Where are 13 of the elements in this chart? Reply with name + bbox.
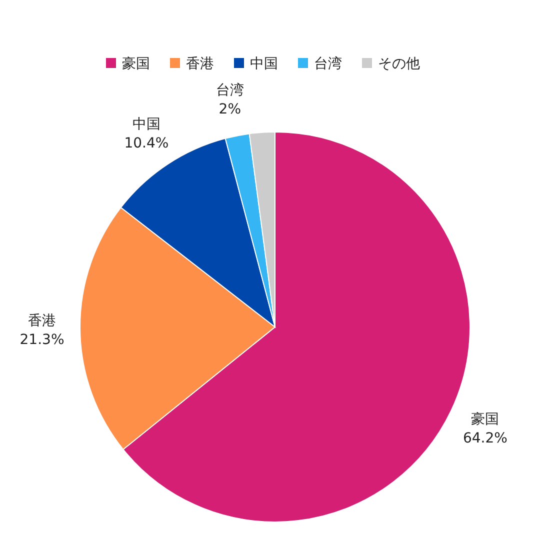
data-label: 64.2% — [462, 430, 508, 447]
legend-label: その他 — [378, 56, 420, 72]
data-label: 10.4% — [124, 136, 169, 152]
data-label: 21.3% — [20, 332, 64, 348]
legend-label: 豪国 — [122, 56, 150, 72]
legend-label: 中国 — [250, 56, 278, 72]
legend-label: 香港 — [186, 56, 214, 72]
slice-label: 豪国 — [471, 412, 500, 428]
slice-label: 中国 — [132, 116, 160, 133]
legend-label: 台湾 — [314, 56, 342, 72]
slice-label: 台湾 — [216, 82, 244, 98]
data-label: 2% — [218, 101, 242, 118]
slice-label: 香港 — [28, 313, 56, 330]
